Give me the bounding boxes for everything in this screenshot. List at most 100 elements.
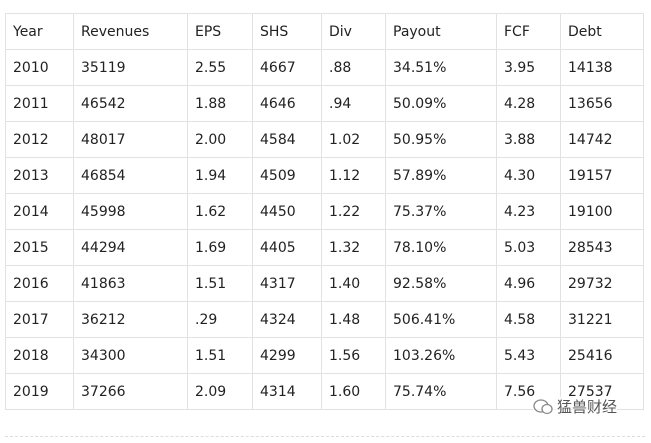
table-cell: 14742 (560, 121, 644, 158)
table-cell: 44294 (73, 229, 188, 266)
table-cell: 3.95 (496, 49, 561, 86)
table-cell: 50.95% (385, 121, 497, 158)
table-cell: 1.40 (321, 265, 386, 302)
watermark: 猛兽财经 (533, 396, 618, 417)
watermark-text: 猛兽财经 (557, 398, 618, 416)
table-cell: 1.88 (187, 85, 253, 122)
table-cell: 1.69 (187, 229, 253, 266)
table-row: 2010 35119 2.55 4667.88 34.51% 3.95 14138 (5, 49, 644, 86)
table-cell: 4.23 (496, 193, 561, 230)
table-cell: 1.62 (187, 193, 253, 230)
table-cell: .29 (187, 301, 253, 338)
table-cell: 34.51% (385, 49, 497, 86)
table-cell: 4646 (252, 85, 322, 122)
table-row: 2012 48017 2.00 4584 1.02 50.95% 3.88 14742 (5, 121, 644, 158)
table-cell: 4405 (252, 229, 322, 266)
table-cell: 4509 (252, 157, 322, 194)
table-cell: 2012 (5, 121, 74, 158)
table-cell: 37266 (73, 373, 188, 410)
header-cell: Revenues (73, 13, 188, 50)
table-cell: 2016 (5, 265, 74, 302)
table-cell: 50.09% (385, 85, 497, 122)
table-cell: 36212 (73, 301, 188, 338)
table-cell: 1.56 (321, 337, 386, 374)
table-cell: 4584 (252, 121, 322, 158)
table-cell: 41863 (73, 265, 188, 302)
table-cell: 1.51 (187, 265, 253, 302)
table-cell: 14138 (560, 49, 644, 86)
table-cell: 25416 (560, 337, 644, 374)
table-cell: 4299 (252, 337, 322, 374)
table-row: 2017 36212.29 4324 1.48 506.41% 4.58 31221 (5, 301, 644, 338)
divider (5, 436, 645, 439)
header-cell: SHS (252, 13, 322, 50)
table-cell: 48017 (73, 121, 188, 158)
table-cell: 2019 (5, 373, 74, 410)
table-cell: 103.26% (385, 337, 497, 374)
header-cell: Div (321, 13, 386, 50)
table-body: 2010 35119 2.55 4667.88 34.51% 3.95 14138 2011 4… (5, 49, 644, 410)
table-cell: 35119 (73, 49, 188, 86)
table-cell: 4317 (252, 265, 322, 302)
table-cell: 4450 (252, 193, 322, 230)
table-cell: 75.37% (385, 193, 497, 230)
table-cell: 75.74% (385, 373, 497, 410)
table-cell: 57.89% (385, 157, 497, 194)
table-cell: 2.09 (187, 373, 253, 410)
table-row: 2016 41863 1.51 4317 1.40 92.58% 4.96 29732 (5, 265, 644, 302)
table-cell: 2.00 (187, 121, 253, 158)
table-row: 2014 45998 1.62 4450 1.22 75.37% 4.23 19100 (5, 193, 644, 230)
table-cell: 4324 (252, 301, 322, 338)
table-row: 2013 46854 1.94 4509 1.12 57.89% 4.30 19157 (5, 157, 644, 194)
table-cell: 92.58% (385, 265, 497, 302)
header-cell: Payout (385, 13, 497, 50)
table-cell: 19100 (560, 193, 644, 230)
table-cell: 4.28 (496, 85, 561, 122)
table-cell: 46542 (73, 85, 188, 122)
table-cell: 4.58 (496, 301, 561, 338)
table-cell: 28543 (560, 229, 644, 266)
table-cell: 45998 (73, 193, 188, 230)
table-cell: 5.43 (496, 337, 561, 374)
header-cell: FCF (496, 13, 561, 50)
table-cell: 506.41% (385, 301, 497, 338)
table-row: 2018 34300 1.51 4299 1.56 103.26% 5.43 25416 (5, 337, 644, 374)
table-cell: 2.55 (187, 49, 253, 86)
table-cell: 19157 (560, 157, 644, 194)
table-cell: 4667 (252, 49, 322, 86)
table-cell: 29732 (560, 265, 644, 302)
header-cell: EPS (187, 13, 253, 50)
table-row: 2011 46542 1.88 4646.94 50.09% 4.28 13656 (5, 85, 644, 122)
table-cell: 2014 (5, 193, 74, 230)
header-cell: Debt (560, 13, 644, 50)
table-cell: 1.32 (321, 229, 386, 266)
table-cell: 4.96 (496, 265, 561, 302)
header-cell: Year (5, 13, 74, 50)
table-cell: 5.03 (496, 229, 561, 266)
table-cell: 2013 (5, 157, 74, 194)
table-cell: 34300 (73, 337, 188, 374)
table-cell: 2011 (5, 85, 74, 122)
table-cell: 31221 (560, 301, 644, 338)
table-cell: 1.94 (187, 157, 253, 194)
table-cell: .88 (321, 49, 386, 86)
table-cell: .94 (321, 85, 386, 122)
table-cell: 3.88 (496, 121, 561, 158)
table-cell: 4.30 (496, 157, 561, 194)
table-cell: 2018 (5, 337, 74, 374)
header-row: Year Revenues EPS SHS Div Payout FCF Debt (5, 13, 644, 50)
table-cell: 1.60 (321, 373, 386, 410)
table-cell: 1.51 (187, 337, 253, 374)
table-row: 2019 37266 2.09 4314 1.60 75.74% 7.56 27537 (5, 373, 644, 410)
table-cell: 13656 (560, 85, 644, 122)
table-cell: 4314 (252, 373, 322, 410)
data-table: Year Revenues EPS SHS Div Payout FCF Debt 2010 3… (5, 13, 644, 410)
table-cell: 1.22 (321, 193, 386, 230)
table-cell: 2010 (5, 49, 74, 86)
table-row: 2015 44294 1.69 4405 1.32 78.10% 5.03 28543 (5, 229, 644, 266)
table-cell: 2017 (5, 301, 74, 338)
table-cell: 78.10% (385, 229, 497, 266)
table-cell: 2015 (5, 229, 74, 266)
table-cell: 1.12 (321, 157, 386, 194)
